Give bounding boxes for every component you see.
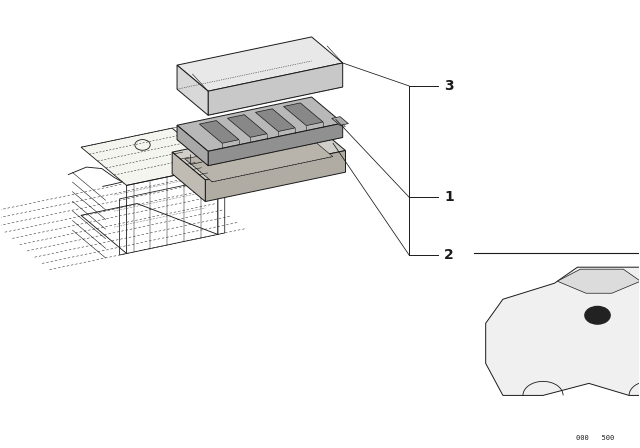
Text: 2: 2 [444,248,454,262]
Polygon shape [227,115,267,138]
Polygon shape [208,63,342,115]
Polygon shape [185,134,333,182]
Polygon shape [205,151,346,202]
Polygon shape [177,65,208,115]
Polygon shape [177,37,342,91]
Polygon shape [81,128,218,185]
Polygon shape [332,116,348,125]
Text: 1: 1 [444,190,454,204]
Text: 3: 3 [444,79,454,93]
Polygon shape [172,123,346,180]
Polygon shape [200,121,239,143]
Polygon shape [172,99,346,156]
Polygon shape [284,103,323,125]
Polygon shape [172,152,205,202]
Circle shape [585,306,610,324]
Polygon shape [177,125,208,166]
Polygon shape [255,109,295,131]
Polygon shape [486,267,640,396]
Polygon shape [177,97,342,151]
Polygon shape [208,123,342,166]
Polygon shape [557,269,640,293]
Text: 000   500: 000 500 [575,435,614,441]
